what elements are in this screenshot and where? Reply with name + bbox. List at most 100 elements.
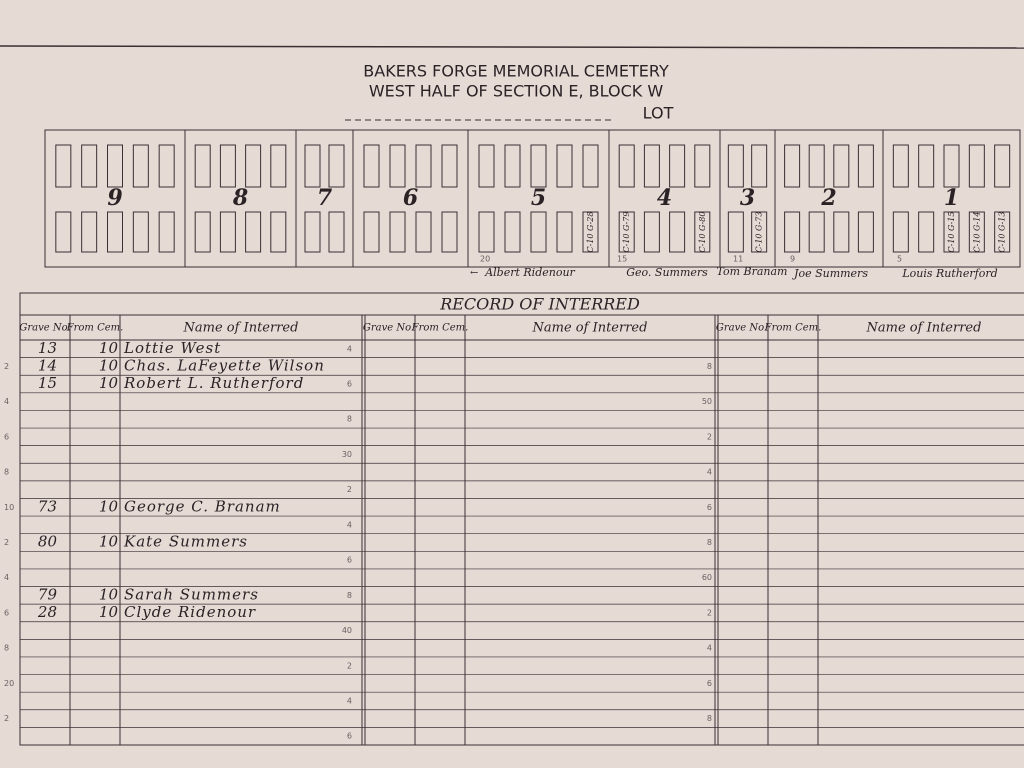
margin-note: 4 xyxy=(707,644,712,653)
grave xyxy=(132,144,149,188)
grave-label: C-10 G-79 xyxy=(622,212,631,253)
grave xyxy=(389,211,406,253)
margin-note: 4 xyxy=(347,696,352,705)
margin-note: 50 xyxy=(702,397,712,406)
lot-note: 15 xyxy=(617,255,627,264)
grave xyxy=(363,211,380,253)
margin-note: 8 xyxy=(4,644,9,653)
from-cem: 10 xyxy=(99,533,119,551)
column-header: Grave No. xyxy=(716,323,767,334)
grave xyxy=(55,144,72,188)
margin-note: 4 xyxy=(4,573,9,582)
grave xyxy=(784,144,801,188)
margin-note: 4 xyxy=(707,468,712,477)
lot-number: 1 xyxy=(944,185,959,211)
grave xyxy=(643,144,660,188)
grave xyxy=(363,144,380,188)
margin-note: 6 xyxy=(707,679,712,688)
owner-arrows: ← xyxy=(470,268,478,279)
grave xyxy=(857,211,874,253)
margin-note: 8 xyxy=(707,362,712,371)
lot-number: 8 xyxy=(232,185,248,211)
grave xyxy=(328,144,345,188)
margin-note: 4 xyxy=(4,397,9,406)
grave xyxy=(270,144,287,188)
name: Clyde Ridenour xyxy=(124,603,256,621)
grave xyxy=(751,144,768,188)
grave xyxy=(107,144,123,188)
grave xyxy=(994,211,1011,253)
from-cem: 10 xyxy=(99,374,119,392)
grave xyxy=(504,144,521,188)
margin-note: 40 xyxy=(342,626,352,635)
grave xyxy=(618,211,635,253)
grave xyxy=(107,211,123,253)
margin-note: 4 xyxy=(347,520,352,529)
name: George C. Branam xyxy=(124,497,281,515)
grave xyxy=(158,144,175,188)
margin-note: 2 xyxy=(4,362,9,371)
margin-note: 6 xyxy=(347,380,352,389)
grave xyxy=(304,211,321,253)
name: Kate Summers xyxy=(123,533,248,551)
grave-label: C-10 G-80 xyxy=(698,212,707,253)
title: BAKERS FORGE MEMORIAL CEMETERY xyxy=(363,62,669,81)
margin-note: 2 xyxy=(347,661,352,670)
column-header: Name of Interred xyxy=(532,321,648,336)
lot-number: 4 xyxy=(657,185,672,211)
grave xyxy=(270,211,287,253)
grave xyxy=(727,144,744,188)
grave xyxy=(504,211,521,253)
margin-note: 8 xyxy=(707,714,712,723)
grave xyxy=(643,211,660,253)
owner-name: Joe Summers xyxy=(792,267,868,280)
name: Chas. LaFeyette Wilson xyxy=(124,356,325,374)
grave-no: 15 xyxy=(38,374,57,392)
lot-number: 6 xyxy=(403,185,418,211)
margin-note: 6 xyxy=(347,556,352,565)
column-header: Name of Interred xyxy=(183,321,299,336)
from-cem: 10 xyxy=(99,585,119,603)
column-header: Grave No. xyxy=(363,323,414,334)
grave xyxy=(751,211,768,253)
lot-number: 2 xyxy=(820,185,836,211)
lot-number: 5 xyxy=(531,185,546,211)
grave xyxy=(415,144,432,188)
column-header: Grave No. xyxy=(19,323,70,334)
grave xyxy=(441,144,458,188)
lot-label: LOT xyxy=(643,104,674,123)
margin-note: 4 xyxy=(347,344,352,353)
grave-no: 28 xyxy=(37,603,57,621)
grave-no: 79 xyxy=(38,585,58,603)
grave xyxy=(81,144,98,188)
grave xyxy=(530,211,547,253)
grave xyxy=(833,144,850,188)
grave xyxy=(582,211,599,253)
grave xyxy=(618,144,635,188)
lot-number: 3 xyxy=(740,185,755,211)
margin-note: 6 xyxy=(4,432,9,441)
margin-note: 6 xyxy=(4,608,9,617)
from-cem: 10 xyxy=(99,497,119,515)
grave xyxy=(694,211,711,253)
grave xyxy=(81,211,98,253)
from-cem: 10 xyxy=(99,603,119,621)
margin-note: 2 xyxy=(707,608,712,617)
lot-map xyxy=(44,129,1021,268)
grave xyxy=(857,144,874,188)
grave-label: C-10 G-13 xyxy=(998,212,1007,253)
name: Lottie West xyxy=(123,339,221,357)
grave-no: 73 xyxy=(38,497,57,515)
grave xyxy=(55,211,72,253)
grave xyxy=(833,211,850,253)
subtitle: WEST HALF OF SECTION E, BLOCK W xyxy=(369,82,664,101)
grave-no: 14 xyxy=(38,356,57,374)
grave xyxy=(219,211,236,253)
lot-note: 9 xyxy=(790,255,795,264)
grave xyxy=(478,211,495,253)
margin-note: 8 xyxy=(707,538,712,547)
margin-note: 10 xyxy=(4,503,14,512)
grave xyxy=(245,211,262,253)
